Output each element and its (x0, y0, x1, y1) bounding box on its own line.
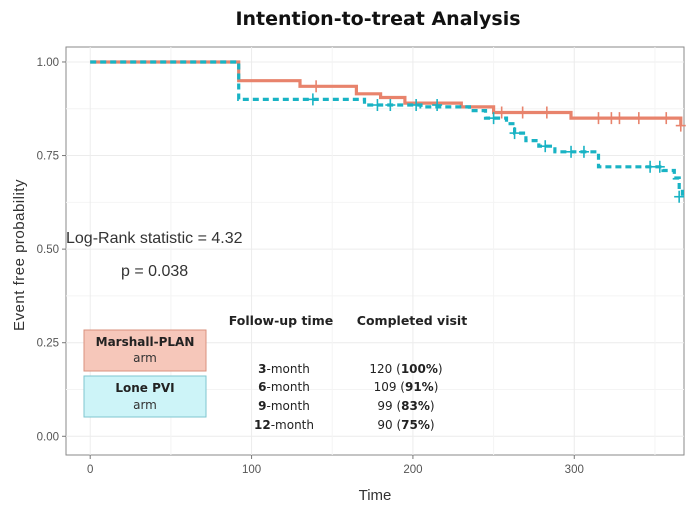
legend: Marshall-PLAN arm Lone PVI arm (83, 329, 207, 418)
table-row-visit: 109 (91%) (374, 380, 439, 394)
legend-sublabel-marshall-plan: arm (133, 351, 157, 365)
table-row-visit: 99 (83%) (377, 399, 434, 413)
censor-mark-lone-pvi (654, 160, 665, 173)
censor-mark-marshall-plan (675, 119, 686, 132)
censor-mark-marshall-plan (593, 112, 604, 125)
censor-mark-lone-pvi (674, 190, 685, 203)
table-row-time: 6-month (258, 380, 310, 394)
table-header-followup: Follow-up time (229, 313, 333, 328)
y-tick-label: 1.00 (37, 57, 59, 69)
y-tick-label: 0.75 (37, 151, 59, 163)
y-tick-label: 0.50 (37, 244, 59, 256)
censor-mark-marshall-plan (614, 112, 625, 125)
legend-box-marshall-plan (83, 329, 207, 372)
y-axis: 0.00 0.25 0.50 0.75 1.00 (37, 57, 66, 443)
chart-title: Intention-to-treat Analysis (235, 8, 520, 30)
table-header-visit: Completed visit (357, 313, 467, 328)
followup-table: Follow-up time Completed visit 3-month 1… (229, 313, 467, 432)
censor-mark-lone-pvi (385, 99, 396, 112)
censor-mark-lone-pvi (488, 112, 499, 125)
table-row-visit: 120 (100%) (369, 362, 442, 376)
x-tick-label: 200 (403, 464, 422, 476)
x-tick-label: 100 (242, 464, 261, 476)
censor-mark-lone-pvi (540, 140, 551, 153)
censor-mark-marshall-plan (517, 106, 528, 119)
censor-mark-marshall-plan (311, 80, 322, 93)
legend-sublabel-lone-pvi: arm (133, 398, 157, 412)
y-tick-label: 0.00 (37, 431, 59, 443)
legend-label-marshall-plan: Marshall-PLAN (96, 335, 195, 349)
legend-box-lone-pvi (83, 375, 207, 418)
table-row-time: 3-month (258, 362, 310, 376)
censor-mark-lone-pvi (411, 99, 422, 112)
table-row-time: 9-month (258, 399, 310, 413)
x-axis-title: Time (359, 487, 392, 504)
censor-mark-lone-pvi (432, 99, 443, 112)
table-row-time: 12-month (254, 418, 314, 432)
censor-mark-lone-pvi (307, 93, 318, 106)
x-tick-label: 300 (565, 464, 584, 476)
censor-mark-lone-pvi (645, 160, 656, 173)
censor-mark-lone-pvi (509, 127, 520, 140)
series-layer (90, 60, 686, 203)
censor-mark-marshall-plan (496, 106, 507, 119)
table-row-visit: 90 (75%) (377, 418, 434, 432)
log-rank-label: Log-Rank statistic = 4.32 (66, 230, 243, 247)
censor-mark-marshall-plan (633, 112, 644, 125)
x-tick-label: 0 (87, 464, 93, 476)
censor-mark-marshall-plan (541, 106, 552, 119)
legend-label-lone-pvi: Lone PVI (115, 381, 174, 395)
p-value-label: p = 0.038 (121, 263, 188, 280)
censor-mark-lone-pvi (578, 145, 589, 158)
censor-mark-lone-pvi (372, 99, 383, 112)
censor-mark-lone-pvi (566, 145, 577, 158)
censor-mark-marshall-plan (661, 112, 672, 125)
y-tick-label: 0.25 (37, 338, 59, 350)
y-axis-title: Event free probability (11, 179, 28, 331)
x-axis: 0 100 200 300 (87, 455, 584, 476)
km-curve-marshall-plan (90, 60, 683, 126)
